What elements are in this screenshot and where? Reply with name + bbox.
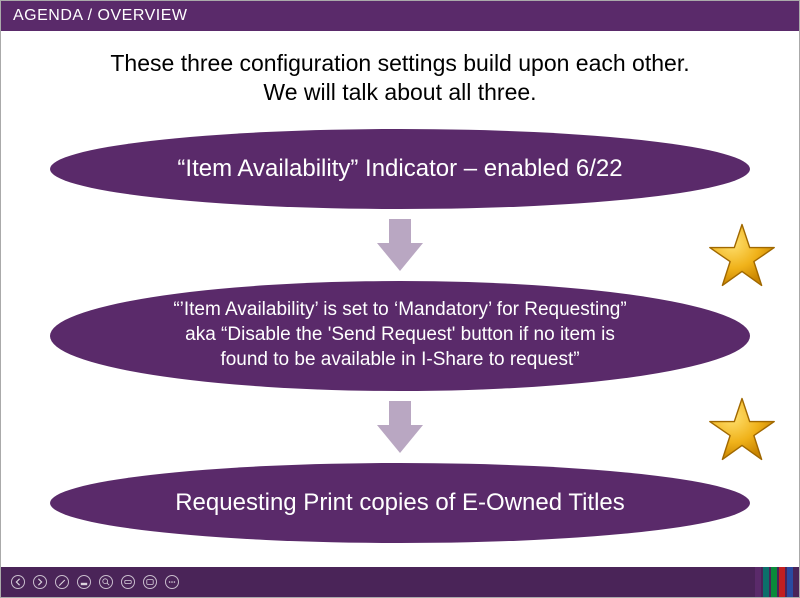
star-icon — [707, 395, 777, 465]
star-icon — [707, 221, 777, 291]
color-bar — [779, 567, 785, 597]
prev-button[interactable] — [11, 575, 25, 589]
intro-text: These three configuration settings build… — [1, 49, 799, 107]
header-title: AGENDA / OVERVIEW — [13, 7, 187, 25]
step-2-line-1: “’Item Availability’ is set to ‘Mandator… — [173, 298, 626, 323]
step-1-text: “Item Availability” Indicator – enabled … — [177, 155, 622, 183]
step-2-line-3: found to be available in I-Share to requ… — [220, 348, 579, 373]
arrow-2 — [1, 401, 799, 453]
pen-icon[interactable] — [55, 575, 69, 589]
next-button[interactable] — [33, 575, 47, 589]
highlighter-icon[interactable] — [77, 575, 91, 589]
zoom-icon[interactable] — [99, 575, 113, 589]
step-3-text: Requesting Print copies of E-Owned Title… — [175, 489, 625, 517]
slide-header: AGENDA / OVERVIEW — [1, 1, 799, 31]
step-2-ellipse: “’Item Availability’ is set to ‘Mandator… — [50, 281, 750, 391]
step-3-ellipse: Requesting Print copies of E-Owned Title… — [50, 463, 750, 543]
color-bar — [771, 567, 777, 597]
presenter-footer — [1, 567, 799, 597]
color-bars — [755, 567, 793, 597]
flow-diagram: “Item Availability” Indicator – enabled … — [1, 129, 799, 543]
presenter-controls — [11, 575, 179, 589]
color-bar — [787, 567, 793, 597]
step-1-ellipse: “Item Availability” Indicator – enabled … — [50, 129, 750, 209]
subtitles-icon[interactable] — [143, 575, 157, 589]
intro-line-1: These three configuration settings build… — [1, 49, 799, 78]
arrow-1 — [1, 219, 799, 271]
color-bar — [763, 567, 769, 597]
more-icon[interactable] — [165, 575, 179, 589]
intro-line-2: We will talk about all three. — [1, 78, 799, 107]
eraser-icon[interactable] — [121, 575, 135, 589]
step-2-line-2: aka “Disable the 'Send Request' button i… — [185, 323, 615, 348]
slide: AGENDA / OVERVIEW These three configurat… — [0, 0, 800, 598]
color-bar — [755, 567, 761, 597]
